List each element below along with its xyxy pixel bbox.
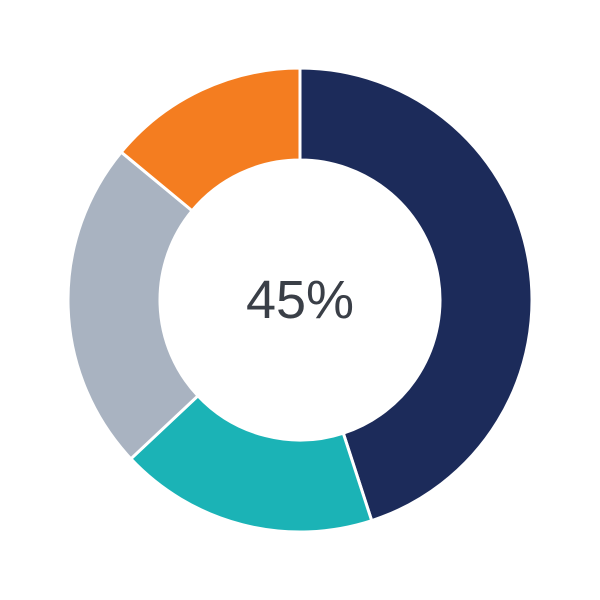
donut-slice-1 [298, 66, 534, 523]
donut-slice-4 [119, 66, 302, 213]
donut-slice-3 [66, 150, 201, 461]
